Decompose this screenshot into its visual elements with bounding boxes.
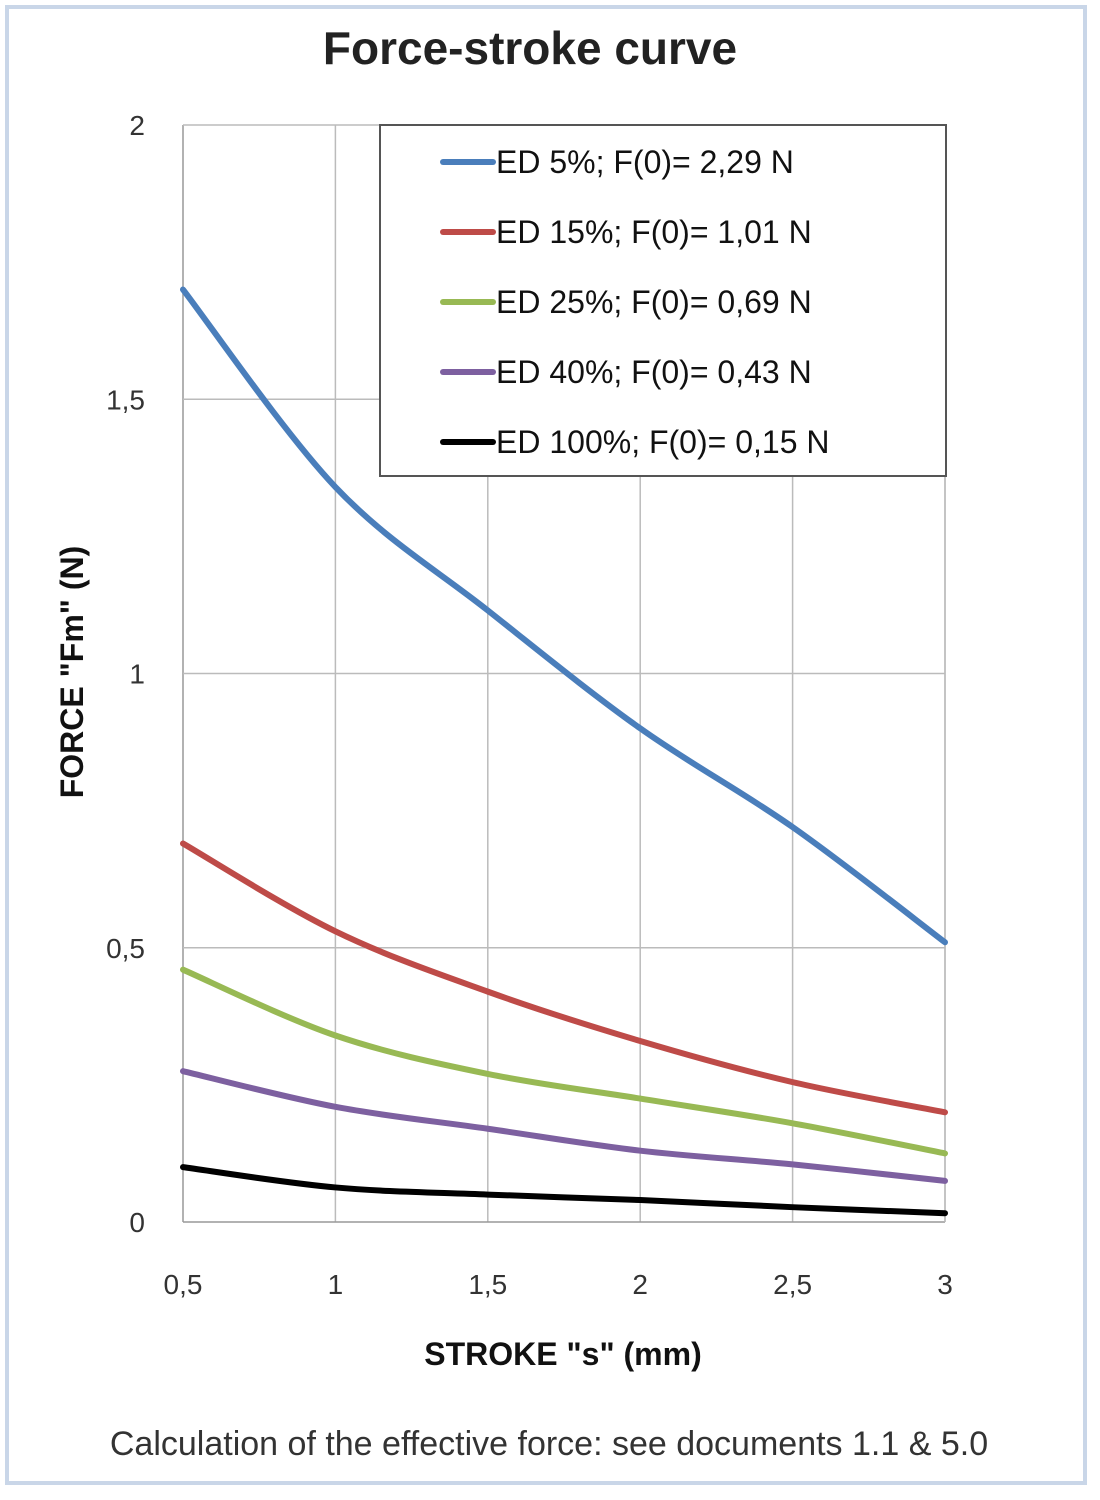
chart-frame — [5, 5, 1087, 1485]
series-line-0 — [180, 286, 948, 946]
series-line-3 — [180, 1068, 948, 1184]
x-axis-label: STROKE "s" (mm) — [424, 1336, 701, 1372]
series-line-2 — [180, 966, 948, 1157]
legend-label: ED 5%; F(0)= 2,29 N — [496, 144, 794, 180]
footer-note: Calculation of the effective force: see … — [110, 1425, 988, 1463]
x-tick-label: 3 — [937, 1269, 953, 1300]
legend-label: ED 100%; F(0)= 0,15 N — [496, 424, 829, 460]
series-line-1 — [180, 840, 948, 1116]
x-tick-label: 1,5 — [468, 1269, 507, 1300]
y-tick-label: 1,5 — [106, 384, 145, 415]
y-tick-label: 0 — [129, 1207, 145, 1238]
legend-label: ED 40%; F(0)= 0,43 N — [496, 354, 812, 390]
x-tick-label: 2,5 — [773, 1269, 812, 1300]
y-tick-label: 0,5 — [106, 933, 145, 964]
series-line-4 — [180, 1164, 948, 1217]
legend: ED 5%; F(0)= 2,29 N ED 15%; F(0)= 1,01 N E… — [379, 124, 947, 477]
x-tick-label: 0,5 — [164, 1269, 203, 1300]
x-tick-label: 2 — [632, 1269, 648, 1300]
x-tick-label: 1 — [328, 1269, 344, 1300]
y-tick-label: 1 — [129, 659, 145, 690]
chart-title: Force-stroke curve — [323, 22, 737, 74]
legend-label: ED 25%; F(0)= 0,69 N — [496, 284, 812, 320]
legend-label: ED 15%; F(0)= 1,01 N — [496, 214, 812, 250]
y-tick-label: 2 — [129, 110, 145, 141]
y-axis-label: FORCE "Fm" (N) — [54, 546, 90, 799]
